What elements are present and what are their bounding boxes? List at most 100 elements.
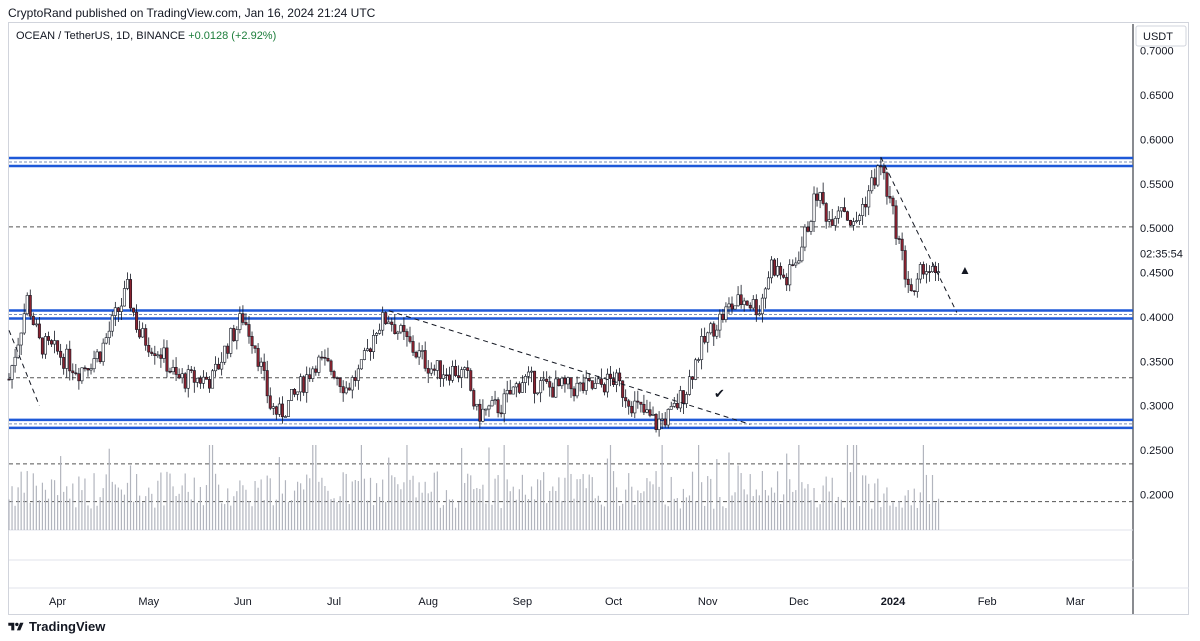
candle-down <box>636 400 640 403</box>
candle-down <box>426 368 430 374</box>
candle-down <box>545 378 549 382</box>
candle-down <box>144 328 148 346</box>
candle-up <box>876 165 880 186</box>
candle-down <box>745 300 749 306</box>
candle-down <box>499 412 503 415</box>
candle-down <box>602 384 606 393</box>
candle-up <box>296 391 300 395</box>
y-tick-label: 0.2000 <box>1140 489 1174 501</box>
tradingview-brand[interactable]: TradingView <box>8 619 105 634</box>
candle-down <box>274 406 278 415</box>
trend-line <box>880 156 958 313</box>
candle-up <box>375 333 379 336</box>
candle-up <box>283 416 287 418</box>
candle-down <box>353 377 357 381</box>
candle-down <box>572 388 576 397</box>
x-tick-label: Aug <box>418 596 438 608</box>
candle-down <box>341 386 345 394</box>
candle-down <box>150 351 154 354</box>
candle-down <box>815 193 819 201</box>
candle-down <box>627 400 631 407</box>
candle-up <box>788 264 792 286</box>
candle-up <box>742 300 746 305</box>
candle-up <box>22 313 26 334</box>
candle-down <box>56 340 60 352</box>
candle-up <box>870 177 874 192</box>
currency-label: USDT <box>1143 31 1173 43</box>
candle-up <box>195 377 199 383</box>
candle-down <box>934 266 938 274</box>
candle-up <box>487 405 491 410</box>
x-tick-label: Jun <box>234 596 252 608</box>
candle-up <box>715 329 719 337</box>
candle-up <box>633 400 637 414</box>
candle-up <box>505 390 509 395</box>
candle-down <box>308 374 312 379</box>
candle-up <box>211 370 215 389</box>
y-tick-label: 0.2500 <box>1140 445 1174 457</box>
candle-down <box>496 399 500 414</box>
x-tick-label: Nov <box>698 596 718 608</box>
candle-up <box>672 403 676 407</box>
candle-down <box>551 386 555 398</box>
symbol-legend[interactable]: OCEAN / TetherUS, 1D, BINANCE +0.0128 (+… <box>16 30 276 42</box>
candle-up <box>718 313 722 331</box>
candle-up <box>575 382 579 397</box>
candle-down <box>630 405 634 414</box>
candle-down <box>848 220 852 226</box>
candle-down <box>408 336 412 342</box>
candle-down <box>466 367 470 371</box>
countdown-bg <box>1135 245 1187 262</box>
candle-up <box>724 306 728 320</box>
candle-up <box>530 370 534 373</box>
candle-up <box>657 418 661 430</box>
candle-up <box>733 305 737 310</box>
candle-down <box>320 356 324 359</box>
candle-down <box>40 337 44 355</box>
candle-down <box>842 207 846 212</box>
candle-up <box>794 262 798 266</box>
candle-up <box>344 387 348 394</box>
candle-down <box>432 368 436 371</box>
candle-up <box>827 219 831 222</box>
candle-down <box>891 197 895 207</box>
candle-up <box>502 393 506 415</box>
candle-up <box>584 378 588 391</box>
candle-down <box>845 211 849 221</box>
candle-up <box>709 323 713 334</box>
candle-up <box>812 193 816 222</box>
candle-up <box>311 368 315 379</box>
candle-down <box>338 377 342 387</box>
candle-down <box>168 370 172 373</box>
candle-down <box>280 403 284 418</box>
candle-down <box>7 378 11 381</box>
candle-up <box>34 323 38 326</box>
candle-up <box>751 299 755 309</box>
candle-down <box>712 323 716 337</box>
candle-up <box>520 382 524 393</box>
candle-up <box>365 348 369 351</box>
candle-up <box>833 218 837 226</box>
candle-up <box>378 329 382 334</box>
candle-up <box>615 372 619 385</box>
published-header: CryptoRand published on TradingView.com,… <box>8 6 376 20</box>
candle-down <box>423 350 427 369</box>
candle-up <box>918 264 922 280</box>
candle-up <box>381 312 385 331</box>
candle-up <box>852 221 856 226</box>
candle-up <box>536 392 540 395</box>
candle-up <box>229 328 233 354</box>
candle-up <box>10 365 14 380</box>
candle-up <box>119 305 123 312</box>
candle-down <box>927 271 931 273</box>
candle-down <box>347 387 351 391</box>
y-tick-label: 0.6000 <box>1140 134 1174 146</box>
candle-up <box>180 373 184 379</box>
candle-up <box>417 350 421 358</box>
candle-down <box>250 336 254 347</box>
candle-down <box>28 295 32 317</box>
candle-down <box>587 378 591 381</box>
candle-up <box>511 386 515 395</box>
candle-down <box>247 324 251 337</box>
